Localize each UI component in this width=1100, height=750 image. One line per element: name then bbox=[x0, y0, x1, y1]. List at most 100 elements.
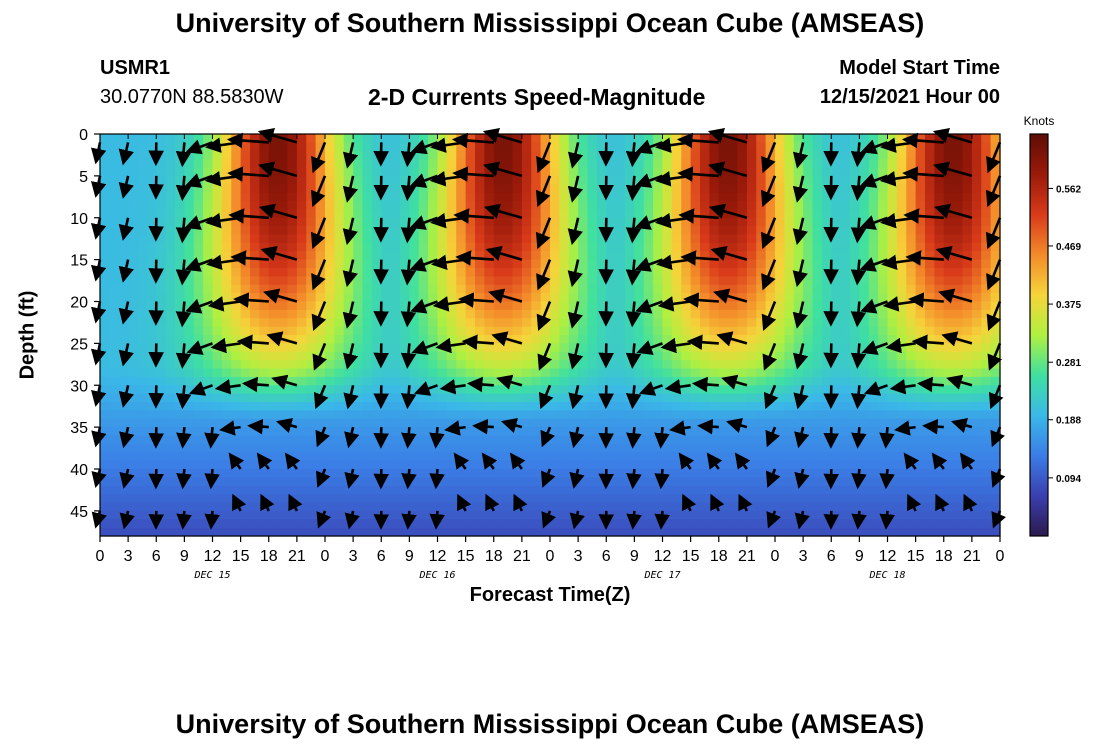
heatmap-cell bbox=[915, 134, 926, 143]
heatmap-cell bbox=[559, 427, 570, 437]
heatmap-cell bbox=[765, 301, 776, 311]
heatmap-cell bbox=[671, 460, 682, 470]
heatmap-cell bbox=[868, 159, 879, 169]
heatmap-cell bbox=[859, 494, 870, 504]
heatmap-cell bbox=[381, 360, 392, 370]
heatmap-cell bbox=[296, 368, 307, 378]
heatmap-cell bbox=[446, 351, 457, 361]
current-vector bbox=[91, 510, 107, 529]
heatmap-cell bbox=[212, 184, 223, 194]
heatmap-cell bbox=[306, 418, 317, 428]
heatmap-cell bbox=[812, 259, 823, 269]
heatmap-cell bbox=[653, 309, 664, 319]
heatmap-cell bbox=[221, 527, 232, 537]
heatmap-cell bbox=[165, 360, 176, 370]
heatmap-cell bbox=[831, 276, 842, 286]
heatmap-cell bbox=[221, 519, 232, 529]
heatmap-cell bbox=[990, 527, 1001, 537]
heatmap-cell bbox=[128, 485, 139, 495]
heatmap-cell bbox=[943, 242, 954, 252]
heatmap-cell bbox=[803, 318, 814, 328]
heatmap-cell bbox=[709, 402, 720, 411]
heatmap-cell bbox=[859, 284, 870, 294]
heatmap-cell bbox=[765, 201, 776, 210]
heatmap-cell bbox=[587, 435, 598, 445]
heatmap-cell bbox=[756, 251, 767, 261]
heatmap-cell bbox=[156, 293, 167, 303]
heatmap-cell bbox=[484, 527, 495, 537]
heatmap-cell bbox=[521, 284, 532, 294]
heatmap-cell bbox=[671, 268, 682, 277]
heatmap-cell bbox=[634, 485, 645, 495]
current-vector bbox=[851, 510, 867, 530]
heatmap-cell bbox=[240, 309, 251, 319]
heatmap-cell bbox=[353, 326, 364, 336]
heatmap-cell bbox=[456, 192, 467, 202]
heatmap-cell bbox=[887, 134, 898, 143]
heatmap-cell bbox=[812, 427, 823, 437]
heatmap-cell bbox=[221, 351, 232, 361]
current-vector bbox=[119, 510, 135, 530]
heatmap-cell bbox=[203, 360, 214, 370]
heatmap-cell bbox=[840, 527, 851, 537]
heatmap-cell bbox=[250, 452, 260, 462]
heatmap-cell bbox=[193, 368, 204, 378]
heatmap-cell bbox=[587, 494, 598, 504]
heatmap-cell bbox=[521, 393, 532, 403]
heatmap-cell bbox=[615, 150, 626, 160]
heatmap-cell bbox=[653, 494, 664, 504]
heatmap-cell bbox=[278, 360, 289, 370]
heatmap-cell bbox=[859, 469, 870, 478]
heatmap-cell bbox=[746, 351, 757, 361]
heatmap-cell bbox=[990, 418, 1001, 428]
heatmap-cell bbox=[756, 335, 767, 344]
heatmap-cell bbox=[334, 368, 345, 378]
heatmap-cell bbox=[784, 251, 795, 261]
heatmap-cell bbox=[465, 150, 476, 160]
heatmap-cell bbox=[737, 175, 748, 185]
heatmap-cell bbox=[615, 268, 626, 277]
heatmap-cell bbox=[484, 418, 495, 428]
heatmap-cell bbox=[306, 134, 317, 143]
heatmap-cell bbox=[390, 301, 401, 311]
heatmap-cell bbox=[850, 175, 860, 185]
heatmap-cell bbox=[737, 435, 748, 445]
heatmap-cell bbox=[728, 427, 739, 437]
heatmap-cell bbox=[981, 376, 992, 386]
heatmap-cell bbox=[793, 452, 804, 462]
heatmap-cell bbox=[971, 368, 982, 378]
heatmap-cell bbox=[559, 251, 570, 261]
heatmap-cell bbox=[100, 301, 110, 311]
current-vector bbox=[851, 468, 867, 490]
heatmap-cell bbox=[925, 259, 935, 269]
current-vector bbox=[90, 142, 107, 165]
heatmap-cell bbox=[287, 192, 298, 202]
heatmap-cell bbox=[540, 242, 551, 252]
heatmap-cell bbox=[971, 309, 982, 319]
heatmap-cell bbox=[100, 418, 110, 428]
heatmap-cell bbox=[418, 159, 429, 169]
heatmap-cell bbox=[971, 410, 982, 420]
heatmap-cell bbox=[718, 184, 729, 194]
heatmap-cell bbox=[606, 251, 617, 261]
heatmap-cell bbox=[953, 360, 964, 370]
heatmap-cell bbox=[287, 368, 298, 378]
heatmap-cell bbox=[118, 301, 129, 311]
heatmap-cell bbox=[268, 217, 279, 227]
heatmap-cell bbox=[925, 527, 935, 537]
heatmap-cell bbox=[203, 318, 214, 328]
heatmap-cell bbox=[587, 167, 598, 177]
heatmap-cell bbox=[793, 301, 804, 311]
heatmap-cell bbox=[578, 418, 589, 428]
heatmap-cell bbox=[456, 351, 467, 361]
heatmap-cell bbox=[325, 284, 335, 294]
heatmap-cell bbox=[109, 242, 120, 252]
heatmap-cell bbox=[662, 351, 673, 361]
heatmap-cell bbox=[475, 301, 485, 311]
heatmap-cell bbox=[671, 293, 682, 303]
heatmap-cell bbox=[175, 410, 185, 420]
heatmap-cell bbox=[503, 368, 514, 378]
heatmap-cell bbox=[409, 201, 420, 210]
heatmap-cell bbox=[596, 209, 607, 219]
heatmap-cell bbox=[465, 469, 476, 478]
